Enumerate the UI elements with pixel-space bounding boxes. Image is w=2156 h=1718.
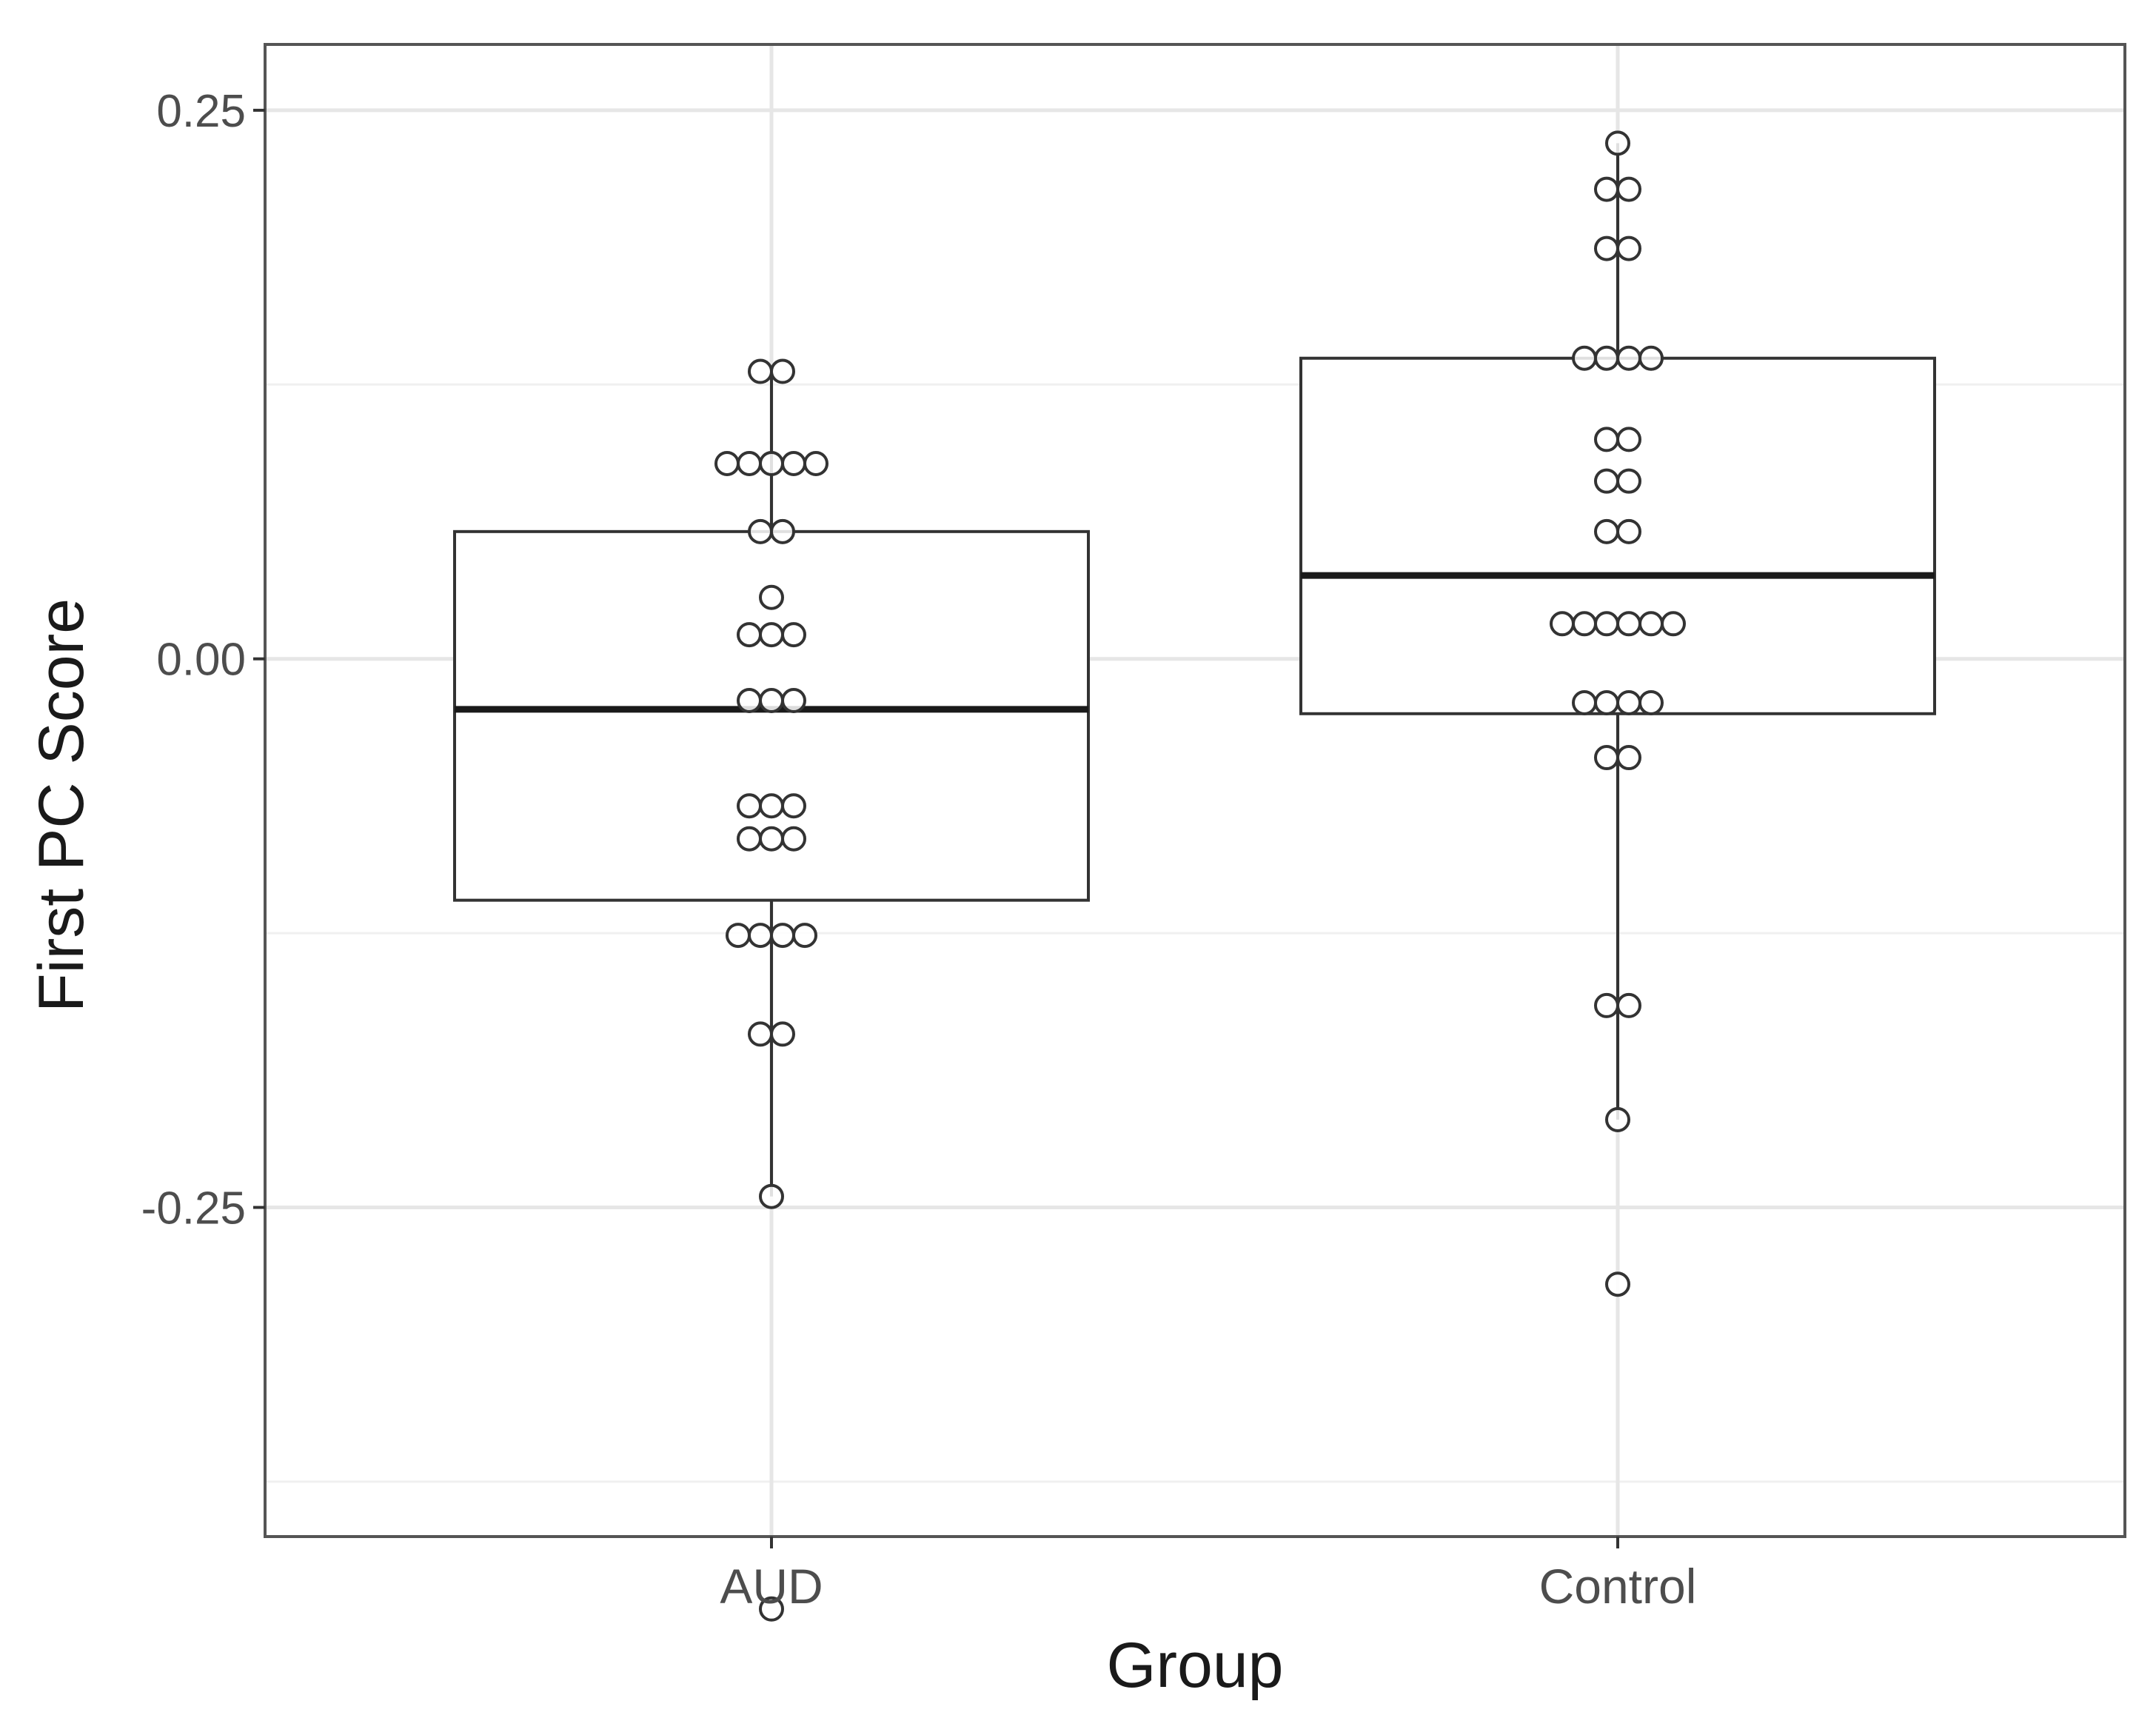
data-point [770,1021,795,1047]
data-point [748,1021,773,1047]
data-point [1594,345,1619,371]
data-point [737,622,762,648]
data-point [748,358,773,384]
data-point [726,923,751,949]
data-point [1594,745,1619,771]
data-point [781,826,806,852]
data-point [759,622,784,648]
data-point [759,450,784,476]
data-point [1616,518,1641,544]
data-point [1638,689,1664,715]
y-tick-label: -0.25 [141,1183,246,1234]
data-point [737,450,762,476]
data-point [748,923,773,949]
x-axis: AUD Control [720,1537,1696,1614]
data-point [1594,468,1619,494]
data-point [759,1596,784,1622]
data-point [1550,611,1575,637]
data-point [1594,427,1619,452]
y-tick-label: 0.00 [156,635,246,686]
data-point [781,793,806,819]
x-tick-label: Control [1539,1559,1697,1614]
data-point [737,826,762,852]
data-point [1605,130,1630,156]
data-point [1605,1106,1630,1132]
data-point [1616,235,1641,261]
data-point [1572,345,1597,371]
data-point [1594,518,1619,544]
data-point [770,358,795,384]
data-point [781,622,806,648]
data-point [748,518,773,544]
data-point [803,450,828,476]
data-point [737,688,762,714]
data-point [1616,992,1641,1018]
x-axis-title: Group [1106,1630,1283,1701]
data-point [1638,611,1664,637]
data-points [714,130,1686,1622]
panel-border [264,43,2126,1538]
data-point [770,518,795,544]
data-point [1572,611,1597,637]
y-axis: 0.25 0.00 -0.25 [141,86,265,1234]
data-point [1616,689,1641,715]
data-point [1616,468,1641,494]
data-point [1638,345,1664,371]
data-point [770,923,795,949]
data-point [1616,745,1641,771]
data-point [759,688,784,714]
x-tick-label: AUD [720,1559,823,1614]
data-point [1616,611,1641,637]
data-point [759,584,784,610]
data-point [781,450,806,476]
data-point [1616,176,1641,202]
data-point [1594,689,1619,715]
data-point [1616,427,1641,452]
data-point [759,1183,784,1209]
y-tick-label: 0.25 [156,86,246,137]
data-point [1594,176,1619,202]
data-point [1605,1271,1630,1297]
data-point [781,688,806,714]
y-axis-title: First PC Score [26,598,97,1012]
data-point [1616,345,1641,371]
data-point [759,793,784,819]
data-point [1594,611,1619,637]
data-point [1661,611,1686,637]
data-point [714,450,740,476]
data-point [1594,235,1619,261]
data-point [759,826,784,852]
data-point [1572,689,1597,715]
data-point [737,793,762,819]
data-point [792,923,817,949]
data-point [1594,992,1619,1018]
